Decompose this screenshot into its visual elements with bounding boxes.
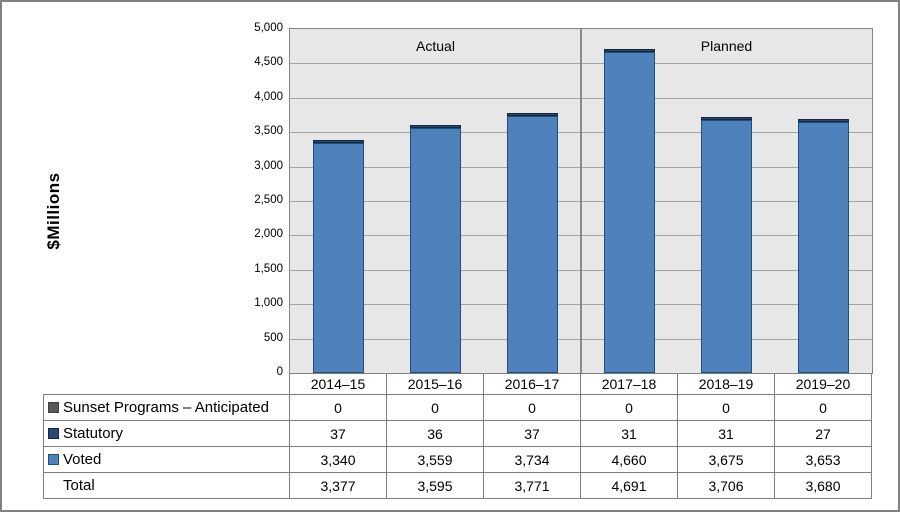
section-label-actual: Actual [416, 38, 455, 54]
table-cell: 37 [483, 420, 581, 447]
bar-segment-statutory [701, 117, 752, 120]
table-cell: 3,706 [677, 472, 775, 499]
row-label-total: Total [43, 472, 290, 499]
data-table: 2014–15 2015–16 2016–17 2017–18 2018–19 … [43, 373, 872, 499]
y-axis-tick-label: 5,000 [254, 22, 283, 34]
y-axis-title: $Millions [44, 172, 63, 250]
column-header: 2016–17 [483, 373, 581, 395]
table-cell: 3,377 [289, 472, 387, 499]
y-axis-tick-label: 3,000 [254, 160, 283, 172]
bar-segment-voted [798, 122, 849, 373]
bar-segment-voted [507, 116, 558, 373]
table-cell: 3,771 [483, 472, 581, 499]
y-axis-tick-label: 2,000 [254, 228, 283, 240]
column-header: 2017–18 [580, 373, 678, 395]
bar-group [313, 140, 364, 373]
table-cell: 3,734 [483, 446, 581, 473]
bar-segment-statutory [410, 125, 461, 128]
bar-group [701, 117, 752, 373]
section-label-planned: Planned [700, 38, 753, 54]
row-label-sunset: Sunset Programs – Anticipated [43, 394, 290, 421]
bar-group [507, 113, 558, 373]
y-axis-tick-label: 2,500 [254, 194, 283, 206]
bar-segment-voted [410, 128, 461, 373]
column-header: 2015–16 [386, 373, 484, 395]
y-axis-tick-label: 500 [263, 332, 283, 344]
table-cell: 0 [386, 394, 484, 421]
row-label-text: Voted [63, 451, 102, 468]
table-cell: 4,660 [580, 446, 678, 473]
column-header: 2018–19 [677, 373, 775, 395]
table-cell: 0 [774, 394, 872, 421]
table-cell: 0 [483, 394, 581, 421]
table-cell: 3,680 [774, 472, 872, 499]
bar-group [798, 119, 849, 373]
table-cell: 4,691 [580, 472, 678, 499]
bar-group [410, 125, 461, 373]
row-label-voted: Voted [43, 446, 290, 473]
table-cell: 3,559 [386, 446, 484, 473]
row-label-statutory: Statutory [43, 420, 290, 447]
bar-segment-statutory [313, 140, 364, 143]
legend-key-icon [48, 402, 59, 413]
y-axis-tick-label: 3,500 [254, 125, 283, 137]
bar-segment-statutory [604, 49, 655, 52]
table-cell: 3,340 [289, 446, 387, 473]
table-cell: 3,595 [386, 472, 484, 499]
table-cell: 3,675 [677, 446, 775, 473]
y-axis-tick-label: 0 [276, 366, 283, 378]
y-axis-tick-label: 4,000 [254, 91, 283, 103]
legend-key-icon [48, 454, 59, 465]
table-cell: 0 [289, 394, 387, 421]
table-cell: 0 [677, 394, 775, 421]
table-cell: 31 [580, 420, 678, 447]
bar-group [604, 49, 655, 373]
table-cell: 0 [580, 394, 678, 421]
bar-segment-statutory [798, 119, 849, 122]
table-row: Total 3,377 3,595 3,771 4,691 3,706 3,68… [43, 472, 872, 499]
axis-corner-spacer [44, 374, 290, 395]
bar-segment-voted [701, 120, 752, 373]
bar-segment-statutory [507, 113, 558, 116]
table-cell: 27 [774, 420, 872, 447]
bar-segment-voted [313, 143, 364, 373]
table-cell: 36 [386, 420, 484, 447]
table-row: Statutory 37 36 37 31 31 27 [43, 420, 872, 447]
row-label-text: Statutory [63, 425, 124, 442]
column-header: 2019–20 [774, 373, 872, 395]
y-axis-tick-label: 4,500 [254, 56, 283, 68]
table-cell: 3,653 [774, 446, 872, 473]
table-cell: 31 [677, 420, 775, 447]
table-cell: 37 [289, 420, 387, 447]
bar-segment-voted [604, 52, 655, 373]
y-axis-tick-label: 1,500 [254, 263, 283, 275]
category-axis-row: 2014–15 2015–16 2016–17 2017–18 2018–19 … [44, 373, 872, 395]
plot-area: Actual Planned [289, 28, 873, 374]
table-row: Voted 3,340 3,559 3,734 4,660 3,675 3,65… [43, 446, 872, 473]
row-label-text: Sunset Programs – Anticipated [63, 399, 269, 416]
table-row: Sunset Programs – Anticipated 0 0 0 0 0 … [43, 394, 872, 421]
section-divider [580, 29, 582, 373]
y-axis-tick-label: 1,000 [254, 297, 283, 309]
column-header: 2014–15 [289, 373, 387, 395]
legend-key-icon [48, 428, 59, 439]
